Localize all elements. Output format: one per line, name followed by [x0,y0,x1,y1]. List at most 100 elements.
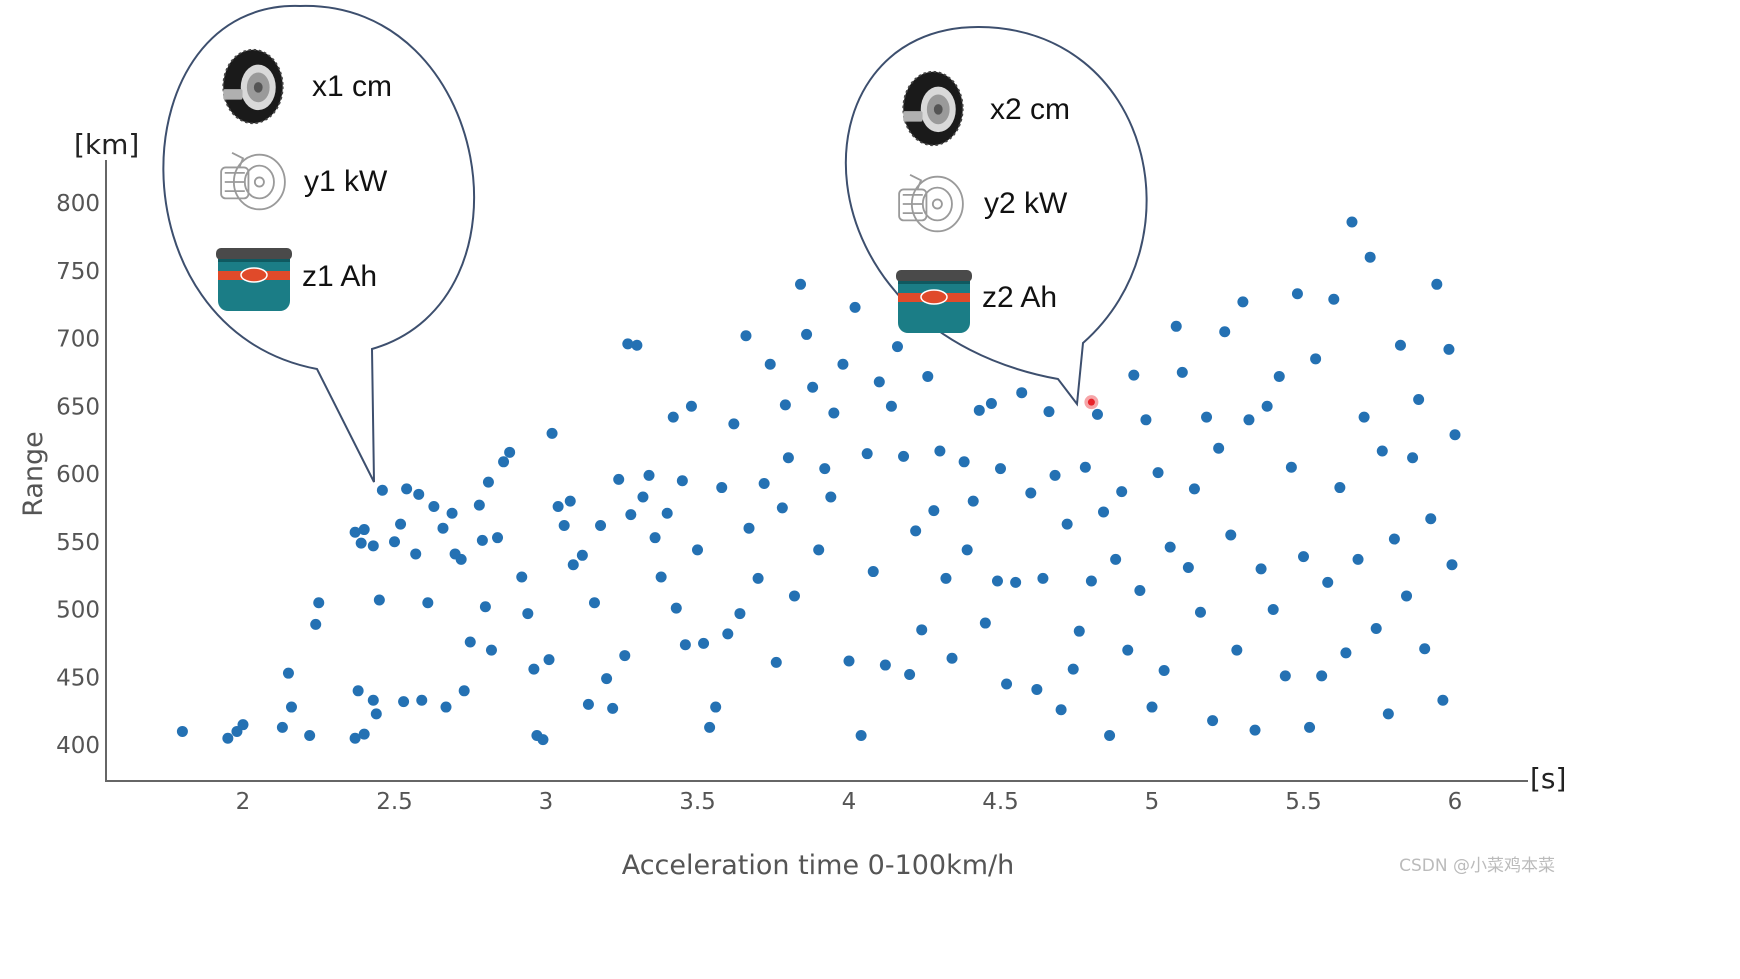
x-unit-label: [s] [1530,762,1566,795]
x-tick-label: 5.5 [1285,789,1322,815]
y-tick-label: 400 [56,733,100,759]
data-point [1055,704,1067,716]
data-point [728,418,740,430]
data-point [995,463,1006,475]
data-point [928,505,940,517]
data-point [237,719,249,731]
data-point [946,652,958,664]
data-point [1085,575,1097,587]
data-point [1098,506,1110,518]
data-point [1449,429,1461,441]
data-point [276,721,288,733]
data-point [1213,442,1225,454]
data-point [891,341,903,353]
data-point [1298,551,1309,563]
data-point [873,376,885,388]
data-point [679,639,691,651]
data-point [637,491,649,503]
y-tick-label: 800 [56,191,100,217]
data-point [825,491,837,503]
data-point [655,571,667,583]
data-point [504,446,516,458]
data-point [716,482,728,494]
y-tick-label: 600 [56,462,100,488]
x-tick-label: 4.5 [982,789,1019,815]
data-point [416,694,428,706]
data-point [1407,452,1419,464]
data-point [1182,561,1194,573]
bubble-1-label-3: z1 Ah [302,260,377,293]
data-point [1140,414,1152,426]
data-point [389,536,400,548]
data-point [367,540,379,552]
data-point [1010,576,1022,588]
data-point [1425,513,1437,525]
data-point [558,519,570,531]
data-point [1352,553,1364,565]
data-point [1419,643,1431,655]
data-point [879,659,891,671]
data-point [849,301,861,313]
data-point [1279,670,1291,682]
data-point [813,544,825,556]
data-point [1225,529,1237,541]
data-point [349,732,361,744]
data-point [643,469,655,481]
y-tick-label: 450 [56,665,100,691]
y-tick-labels: 400 450 500 550 600 650 700 750 800 [56,191,100,759]
data-point [885,400,897,412]
data-point [619,650,631,662]
data-point [476,534,488,546]
bubble-2-label-1: x2 cm [990,93,1070,126]
data-point [546,427,558,439]
data-point [1446,559,1458,571]
callout-bubble-2: x2 cm y2 kW z2 Ah [844,25,1148,407]
data-point [464,636,476,648]
data-point [967,495,979,507]
callout-bubble-1-outline [162,4,476,483]
data-point [940,572,952,584]
data-point [961,544,973,556]
data-point [1370,622,1382,634]
data-point [567,559,579,571]
data-point [1134,585,1146,597]
data-point [1164,541,1176,553]
data-point [576,549,588,561]
data-point [837,358,849,370]
data-point [1128,369,1140,381]
data-point [1207,715,1219,727]
y-tick-label: 750 [56,259,100,285]
data-point [1273,370,1285,382]
data-point [437,522,449,534]
data-point [743,522,755,534]
data-point [1364,251,1376,263]
data-point [795,278,807,290]
data-point [1037,572,1049,584]
data-point [373,594,385,606]
x-tick-label: 3 [539,789,554,815]
x-tick-label: 6 [1448,789,1463,815]
data-point [1049,469,1061,481]
data-point [1231,644,1243,656]
watermark: CSDN @小菜鸡本菜 [1399,856,1555,876]
data-point [543,654,555,666]
data-point [601,673,613,685]
data-point [528,663,540,675]
data-point [692,544,703,556]
x-axis-title: Acceleration time 0-100km/h [622,850,1015,881]
data-point [440,701,452,713]
data-point [352,685,364,697]
data-point [779,399,791,411]
y-tick-label: 550 [56,530,100,556]
data-point [776,502,788,514]
data-point [413,488,425,500]
x-tick-label: 3.5 [679,789,716,815]
callout-bubble-1: x1 cm y1 kW z1 Ah [162,4,476,483]
data-point [685,400,697,412]
data-point [898,450,910,462]
y-tick-label: 650 [56,394,100,420]
data-point [1291,288,1303,300]
data-point [819,463,831,475]
data-point [1146,701,1158,713]
data-point [552,501,564,513]
